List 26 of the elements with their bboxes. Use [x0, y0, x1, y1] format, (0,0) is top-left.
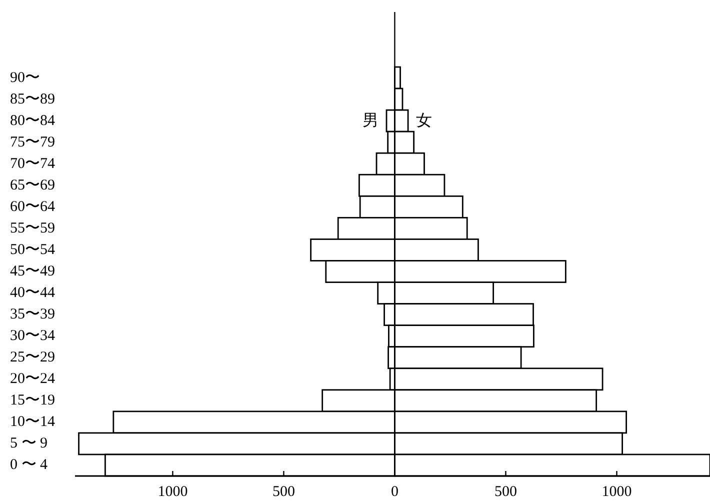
y-tick-label: 90〜 [10, 70, 40, 86]
y-tick-label: 70〜74 [10, 156, 56, 172]
y-tick-label: 40〜44 [10, 285, 56, 302]
x-tick-label: 1000 [602, 484, 632, 500]
x-tick-label: 500 [494, 484, 517, 500]
y-tick-label: 10〜14 [10, 414, 56, 430]
y-tick-label: 65〜69 [10, 177, 55, 194]
series-label: 男 [362, 112, 379, 130]
y-tick-label: 30〜34 [10, 328, 56, 344]
y-tick-label: 45〜49 [10, 264, 55, 280]
x-tick-label: 500 [272, 484, 295, 500]
y-tick-label: 35〜39 [10, 306, 55, 323]
series-label: 女 [416, 112, 432, 130]
y-tick-label: 0 〜 4 [10, 457, 48, 474]
x-tick-label: 1000 [158, 484, 188, 500]
y-tick-label: 15〜19 [10, 392, 55, 409]
y-tick-label: 5 〜 9 [10, 436, 48, 452]
y-tick-label: 50〜54 [10, 242, 56, 258]
x-tick-label: 0 [390, 484, 398, 500]
y-tick-label: 85〜89 [10, 91, 55, 108]
y-tick-label: 25〜29 [10, 350, 55, 366]
y-tick-label: 20〜24 [10, 371, 56, 388]
y-tick-label: 75〜79 [10, 134, 55, 150]
y-tick-label: 80〜84 [10, 112, 56, 129]
y-tick-label: 60〜64 [10, 198, 56, 215]
y-tick-label: 55〜59 [10, 220, 55, 236]
